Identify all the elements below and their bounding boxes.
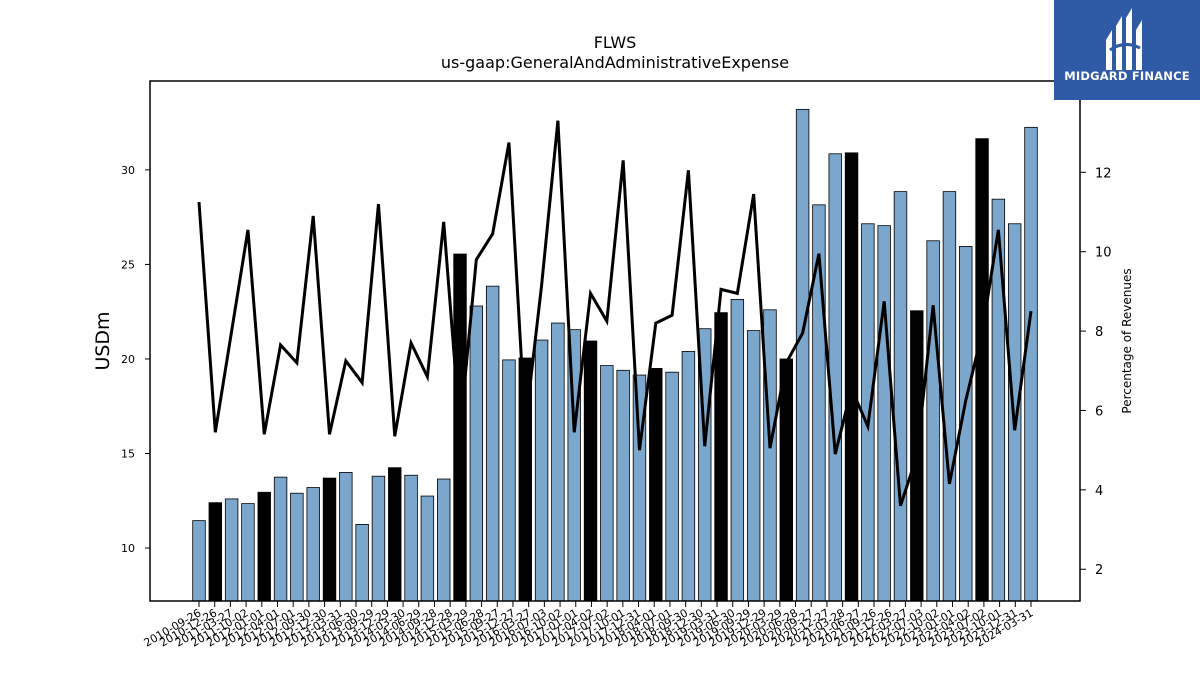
- bar: [1024, 126, 1038, 602]
- y-tick-label: 30: [121, 164, 135, 177]
- bar: [551, 322, 565, 602]
- bar: [339, 472, 353, 602]
- bar: [600, 365, 614, 602]
- y2-axis-label: Percentage of Revenues: [1120, 268, 1134, 413]
- bar: [208, 502, 223, 602]
- bar: [273, 476, 288, 602]
- bar: [681, 350, 696, 602]
- y-axis-label: USDm: [92, 311, 114, 370]
- y-tick-label: 25: [121, 258, 135, 271]
- bar: [534, 339, 549, 602]
- line-layer: [197, 120, 1033, 507]
- chart-title: FLWS: [594, 33, 637, 52]
- bar: [388, 467, 402, 602]
- bar: [893, 191, 908, 602]
- y2-tick-label: 2: [1095, 563, 1103, 578]
- right-axis: 2 4 6 8 10 12: [1080, 166, 1112, 578]
- y-tick-label: 20: [121, 353, 135, 366]
- bar: [306, 487, 320, 602]
- bar: [844, 152, 859, 602]
- y2-tick-label: 12: [1095, 166, 1112, 181]
- bar: [502, 359, 516, 602]
- y2-tick-label: 8: [1095, 325, 1103, 340]
- brand-logo: MIDGARD FINANCE: [1054, 0, 1200, 100]
- logo-text: MIDGARD FINANCE: [1064, 69, 1190, 83]
- bar: [942, 191, 957, 602]
- bar: [616, 369, 630, 602]
- y2-tick-label: 6: [1095, 404, 1103, 419]
- left-axis: 10 15 20 25 30: [121, 164, 150, 555]
- bar: [224, 498, 239, 602]
- bar: [828, 153, 842, 602]
- midgard-logo-icon: [1106, 8, 1142, 70]
- chart-subtitle: us-gaap:GeneralAndAdministrativeExpense: [441, 53, 789, 72]
- y-tick-label: 15: [121, 448, 135, 461]
- y-tick-label: 10: [121, 542, 135, 555]
- bar: [730, 298, 745, 602]
- bar: [779, 358, 793, 602]
- bar: [420, 495, 435, 602]
- bar: [714, 312, 728, 602]
- pct-line: [197, 120, 1033, 507]
- bar: [485, 285, 500, 602]
- bar: [437, 478, 451, 602]
- bar: [763, 309, 777, 602]
- bar: [795, 108, 810, 602]
- plot-frame: [149, 80, 1081, 602]
- bar: [877, 225, 891, 602]
- bar: [290, 492, 304, 602]
- bar: [746, 330, 761, 602]
- bars-layer: [192, 108, 1038, 602]
- bar: [665, 371, 679, 602]
- y2-tick-label: 10: [1095, 246, 1112, 261]
- x-axis: 2010-09-262010-12-262011-03-272011-10-02…: [142, 601, 1036, 650]
- bar: [241, 503, 255, 602]
- bar: [583, 340, 598, 602]
- bar: [975, 138, 989, 602]
- bar: [926, 240, 940, 602]
- bar: [192, 520, 206, 602]
- bar: [469, 305, 484, 602]
- y2-tick-label: 4: [1095, 484, 1103, 499]
- bar: [355, 524, 369, 602]
- bar: [257, 491, 271, 602]
- bar: [322, 477, 337, 602]
- bar: [404, 474, 418, 602]
- bar: [649, 368, 663, 602]
- bar: [371, 475, 386, 602]
